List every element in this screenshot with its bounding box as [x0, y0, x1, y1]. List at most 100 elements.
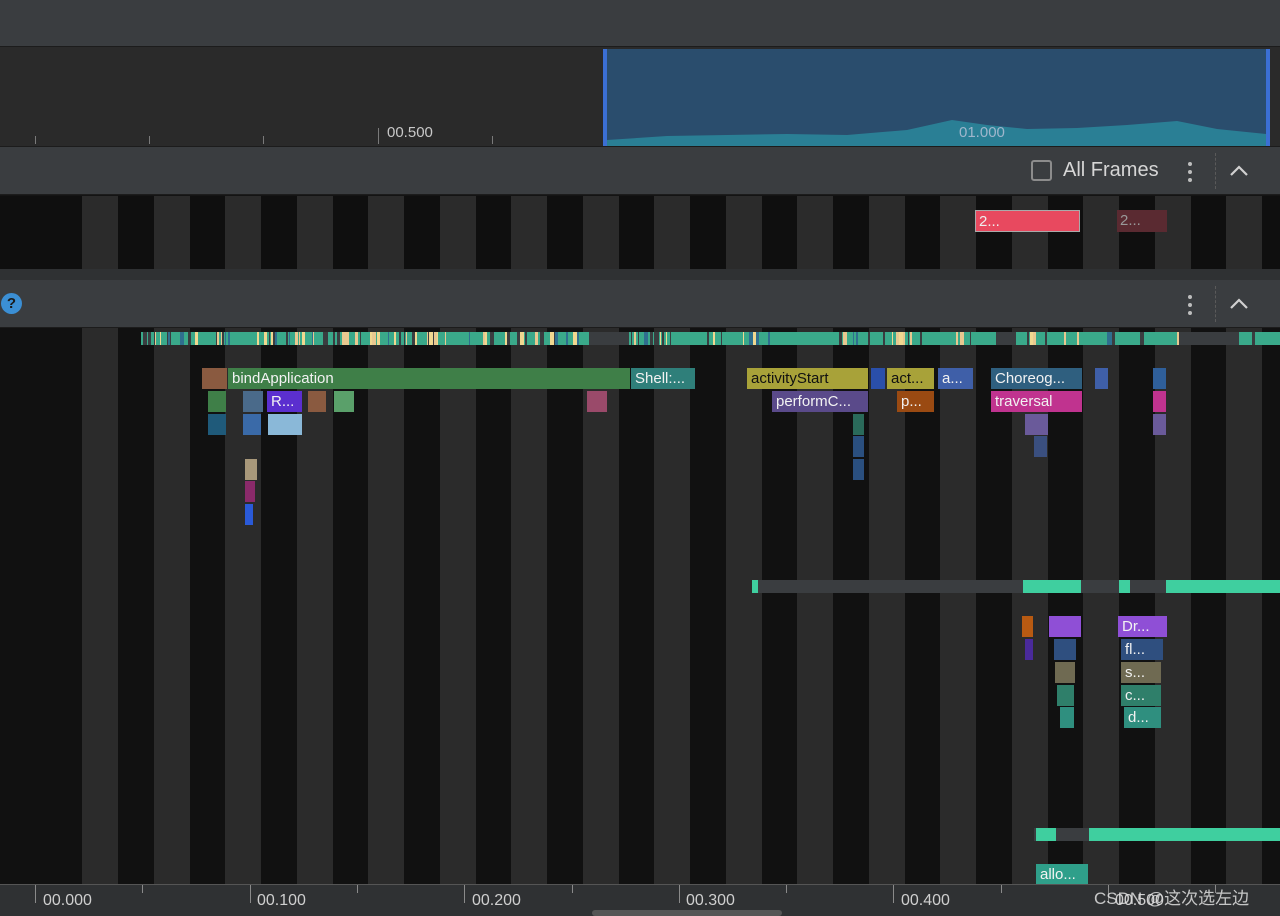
help-icon[interactable]: ?	[1, 293, 22, 314]
all-frames-label[interactable]: All Frames	[1063, 159, 1159, 181]
trace-slice[interactable]	[853, 414, 864, 435]
thread-state-mark	[188, 332, 191, 345]
overview-tick-label: 01.000	[959, 124, 1005, 141]
trace-slice[interactable]: activityStart	[747, 368, 868, 389]
trace-slice[interactable]	[587, 391, 607, 412]
trace-slice[interactable]: Shell:...	[631, 368, 695, 389]
thread-state-mark	[370, 332, 372, 345]
trace-slice[interactable]	[334, 391, 354, 412]
track-gap	[0, 269, 1280, 280]
trace-slice[interactable]	[1049, 616, 1081, 637]
trace-slice[interactable]	[308, 391, 326, 412]
thread-state-mark	[753, 332, 756, 345]
thread-state-mark	[638, 332, 639, 345]
trace-slice[interactable]: Choreog...	[991, 368, 1082, 389]
more-options-icon[interactable]	[1186, 160, 1194, 182]
trace-slice[interactable]	[245, 504, 253, 525]
thread-state-mark	[1064, 332, 1066, 345]
trace-slice[interactable]	[202, 368, 227, 389]
thread-state-mark	[899, 332, 903, 345]
axis-tick-label: 00.300	[686, 892, 735, 909]
frame-stripe	[1083, 328, 1119, 884]
trace-slice[interactable]	[243, 414, 261, 435]
thread-state-mark	[429, 332, 433, 345]
frame-stripe	[297, 196, 333, 269]
trace-slice[interactable]: s...	[1121, 662, 1161, 683]
thread-state-mark	[853, 332, 854, 345]
collapse-chevron-icon[interactable]	[1228, 294, 1250, 314]
thread-state-mark	[427, 332, 428, 345]
trace-slice[interactable]	[1153, 391, 1166, 412]
trace-slice[interactable]: fl...	[1121, 639, 1163, 660]
thread-state-mark	[469, 332, 470, 345]
collapse-chevron-icon[interactable]	[1228, 161, 1250, 181]
trace-slice[interactable]: act...	[887, 368, 934, 389]
thread-state-mark	[272, 332, 275, 345]
timeline-overview[interactable]: 00.500 01.000	[0, 46, 1280, 147]
trace-slice[interactable]	[1054, 639, 1076, 660]
trace-slice[interactable]	[1153, 368, 1166, 389]
thread-state-mark	[404, 332, 405, 345]
trace-slice[interactable]	[243, 391, 263, 412]
frame-stripe	[440, 196, 476, 269]
thread-state-mark	[355, 332, 358, 345]
trace-slice[interactable]	[1055, 662, 1075, 683]
trace-slice[interactable]: bindApplication	[228, 368, 630, 389]
trace-slice[interactable]	[268, 414, 302, 435]
axis-tick	[1000, 885, 1002, 893]
axis-tick	[356, 885, 358, 893]
trace-slice[interactable]	[1034, 436, 1047, 457]
trace-slice[interactable]	[208, 391, 226, 412]
trace-slice[interactable]	[1057, 685, 1074, 706]
trace-slice[interactable]	[1022, 616, 1033, 637]
thread-state-mark	[216, 332, 219, 345]
thread-state-mark	[1107, 332, 1110, 345]
thread-state-mark	[883, 332, 885, 345]
frame-stripe	[583, 328, 619, 884]
trace-slice[interactable]: d...	[1124, 707, 1161, 728]
trace-slice[interactable]	[245, 459, 257, 480]
trace-slice[interactable]: a...	[938, 368, 973, 389]
trace-slice[interactable]	[208, 414, 226, 435]
thread-state-mark	[148, 332, 151, 345]
thread-state-mark	[868, 332, 870, 345]
thread-state-mark	[445, 332, 446, 345]
trace-slice[interactable]: traversal	[991, 391, 1082, 412]
trace-slice[interactable]	[853, 436, 864, 457]
overview-tick	[149, 136, 150, 144]
thread-state-mark	[299, 332, 300, 345]
frame-stripe	[654, 196, 690, 269]
horizontal-scrollbar[interactable]	[592, 910, 782, 916]
trace-slice[interactable]: performC...	[772, 391, 868, 412]
thread-state-mark	[507, 332, 510, 345]
range-selection[interactable]: 01.000	[603, 49, 1270, 146]
more-options-icon[interactable]	[1186, 293, 1194, 315]
thread-state-mark	[1177, 332, 1180, 345]
frame-stripe	[583, 196, 619, 269]
thread-state-mark	[644, 332, 648, 345]
thread-state-mark	[1252, 332, 1255, 345]
thread-state-mark	[743, 332, 744, 345]
trace-slice[interactable]	[1095, 368, 1108, 389]
frames-track: 2... 2...	[0, 196, 1280, 269]
trace-slice[interactable]	[1025, 639, 1033, 660]
trace-slice[interactable]: R...	[267, 391, 302, 412]
all-frames-checkbox[interactable]	[1031, 160, 1052, 181]
trace-slice[interactable]: p...	[897, 391, 934, 412]
axis-tick	[464, 885, 466, 903]
trace-slice[interactable]	[245, 481, 255, 502]
trace-slice[interactable]: c...	[1121, 685, 1161, 706]
trace-slice[interactable]	[1025, 414, 1048, 435]
axis-tick-label: 00.500	[1115, 892, 1164, 909]
threads-track-header: ?	[0, 280, 1280, 328]
trace-slice[interactable]	[1153, 414, 1166, 435]
frame-bar[interactable]: 2...	[1117, 210, 1167, 232]
trace-slice[interactable]: allo...	[1036, 864, 1088, 884]
thread-state-mark	[654, 332, 656, 345]
trace-slice[interactable]	[1060, 707, 1074, 728]
trace-slice[interactable]: Dr...	[1118, 616, 1167, 637]
trace-slice[interactable]	[853, 459, 864, 480]
frame-bar[interactable]: 2...	[975, 210, 1080, 232]
thread-state-mark	[222, 332, 224, 345]
trace-slice[interactable]	[871, 368, 885, 389]
